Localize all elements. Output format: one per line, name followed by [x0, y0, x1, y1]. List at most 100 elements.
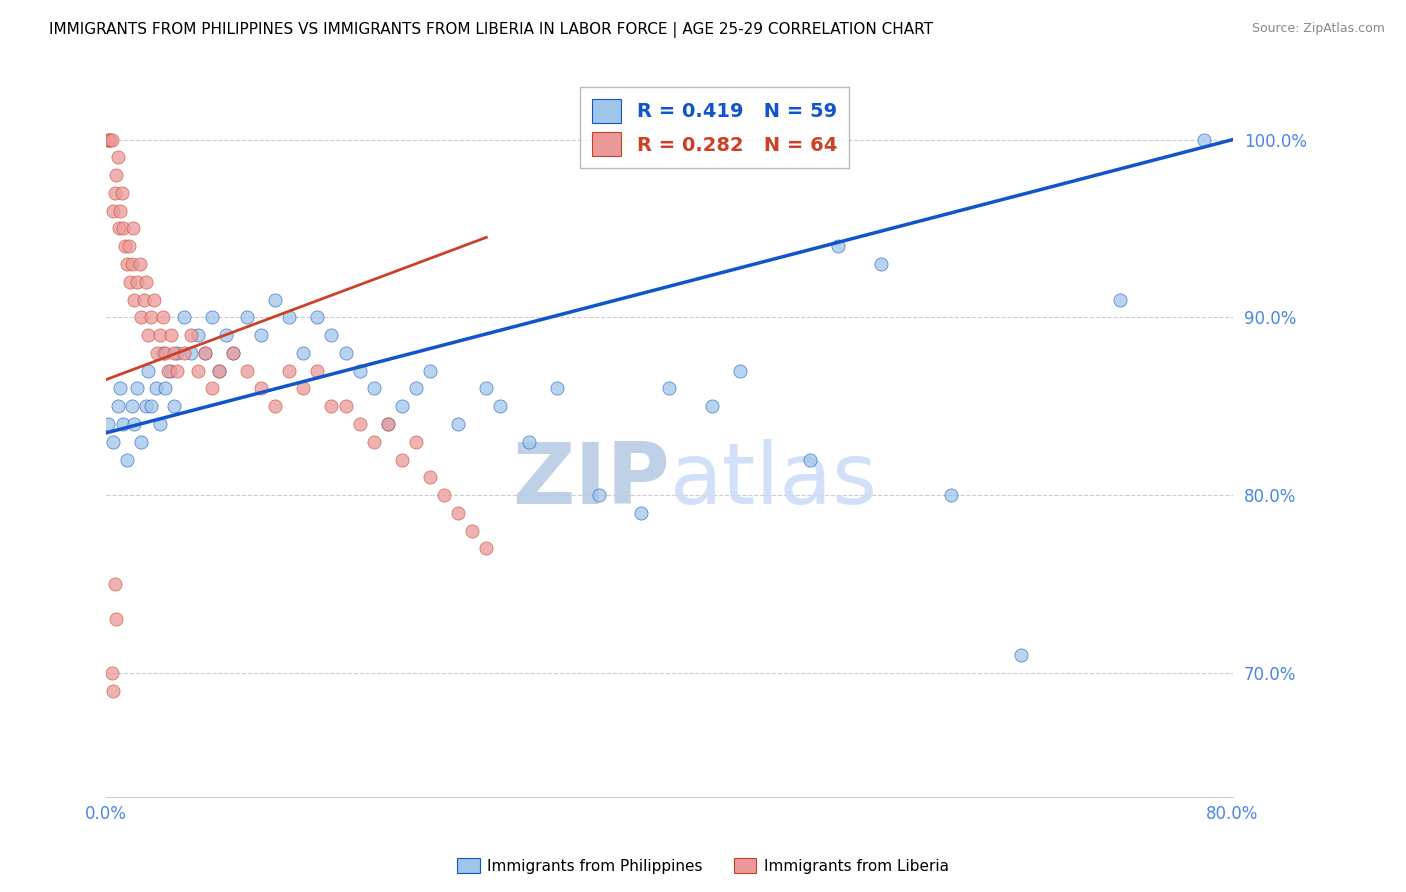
Point: [349, 417, 371, 431]
Point: [419, 364, 441, 378]
Point: [127, 381, 149, 395]
Point: [180, 328, 202, 343]
Point: [101, 665, 124, 680]
Point: [100, 133, 122, 147]
Legend: Immigrants from Philippines, Immigrants from Liberia: Immigrants from Philippines, Immigrants …: [451, 852, 955, 880]
Point: [292, 346, 315, 360]
Point: [135, 275, 157, 289]
Point: [103, 683, 125, 698]
Point: [173, 310, 195, 325]
Point: [127, 275, 149, 289]
Point: [166, 364, 188, 378]
Point: [149, 328, 172, 343]
Point: [869, 257, 891, 271]
Point: [292, 381, 315, 395]
Text: ZIP: ZIP: [512, 439, 669, 522]
Point: [108, 221, 131, 235]
Point: [121, 399, 143, 413]
Point: [236, 364, 259, 378]
Point: [546, 381, 568, 395]
Point: [201, 310, 224, 325]
Point: [124, 417, 146, 431]
Point: [98, 133, 121, 147]
Point: [405, 381, 427, 395]
Point: [110, 381, 132, 395]
Point: [143, 293, 166, 307]
Point: [799, 452, 821, 467]
Point: [120, 275, 142, 289]
Point: [187, 328, 209, 343]
Text: Source: ZipAtlas.com: Source: ZipAtlas.com: [1251, 22, 1385, 36]
Point: [145, 381, 167, 395]
Point: [166, 346, 188, 360]
Point: [103, 434, 125, 449]
Point: [121, 257, 143, 271]
Point: [141, 399, 163, 413]
Point: [138, 364, 160, 378]
Point: [1109, 293, 1132, 307]
Point: [163, 346, 186, 360]
Point: [118, 239, 141, 253]
Point: [208, 364, 231, 378]
Point: [363, 381, 385, 395]
Point: [222, 346, 245, 360]
Point: [278, 364, 301, 378]
Text: atlas: atlas: [669, 439, 877, 522]
Point: [1194, 133, 1216, 147]
Legend: R = 0.419   N = 59, R = 0.282   N = 64: R = 0.419 N = 59, R = 0.282 N = 64: [581, 87, 849, 168]
Point: [222, 346, 245, 360]
Point: [208, 364, 231, 378]
Point: [363, 434, 385, 449]
Point: [131, 434, 153, 449]
Point: [349, 364, 371, 378]
Point: [461, 524, 484, 538]
Text: IMMIGRANTS FROM PHILIPPINES VS IMMIGRANTS FROM LIBERIA IN LABOR FORCE | AGE 25-2: IMMIGRANTS FROM PHILIPPINES VS IMMIGRANT…: [49, 22, 934, 38]
Point: [97, 417, 120, 431]
Point: [187, 364, 209, 378]
Point: [391, 452, 413, 467]
Point: [163, 399, 186, 413]
Point: [141, 310, 163, 325]
Point: [152, 310, 174, 325]
Point: [105, 168, 128, 182]
Point: [447, 417, 470, 431]
Point: [173, 346, 195, 360]
Point: [194, 346, 217, 360]
Point: [160, 328, 183, 343]
Point: [264, 293, 287, 307]
Point: [377, 417, 399, 431]
Point: [112, 221, 135, 235]
Point: [201, 381, 224, 395]
Point: [939, 488, 962, 502]
Point: [391, 399, 413, 413]
Point: [111, 186, 134, 200]
Point: [307, 310, 329, 325]
Point: [124, 293, 146, 307]
Point: [517, 434, 540, 449]
Point: [236, 310, 259, 325]
Point: [215, 328, 238, 343]
Point: [157, 364, 180, 378]
Point: [250, 328, 273, 343]
Point: [138, 328, 160, 343]
Point: [107, 150, 129, 164]
Point: [134, 293, 156, 307]
Point: [152, 346, 174, 360]
Point: [110, 203, 132, 218]
Point: [489, 399, 512, 413]
Point: [827, 239, 849, 253]
Point: [155, 346, 177, 360]
Point: [475, 541, 498, 556]
Point: [155, 381, 177, 395]
Point: [1010, 648, 1032, 662]
Point: [194, 346, 217, 360]
Point: [700, 399, 723, 413]
Point: [149, 417, 172, 431]
Point: [112, 417, 135, 431]
Point: [307, 364, 329, 378]
Point: [321, 328, 343, 343]
Point: [475, 381, 498, 395]
Point: [129, 257, 152, 271]
Point: [97, 133, 120, 147]
Point: [419, 470, 441, 484]
